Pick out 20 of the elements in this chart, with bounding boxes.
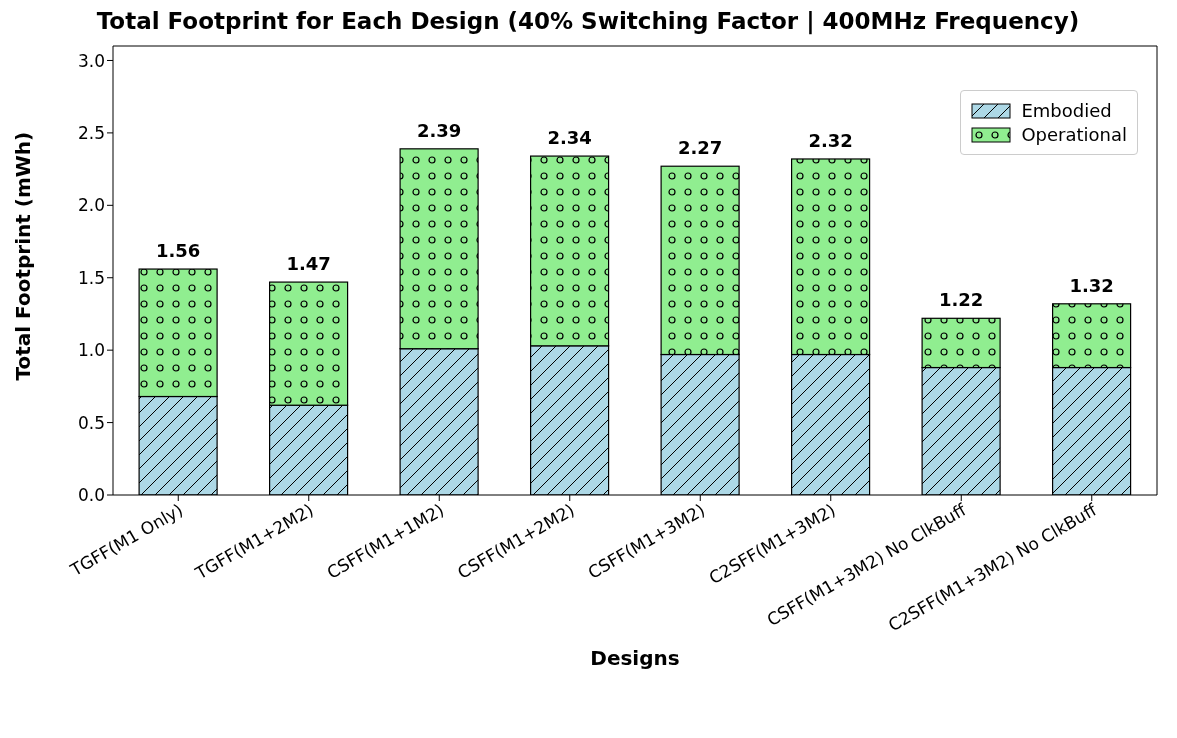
y-tick-label: 2.0 — [77, 195, 105, 216]
total-label: 2.27 — [677, 137, 723, 159]
total-label: 2.39 — [416, 119, 462, 141]
y-axis-title: Total Footprint (mWh) — [11, 131, 36, 381]
total-label: 2.34 — [547, 127, 592, 149]
y-tick-label: 2.5 — [77, 122, 105, 143]
y-tick-label: 1.0 — [77, 340, 105, 361]
total-label: 1.47 — [286, 253, 331, 275]
total-label: 1.32 — [1069, 274, 1114, 296]
legend-label: Operational — [1021, 124, 1127, 145]
total-label: 1.56 — [155, 240, 201, 262]
y-tick-label: 0.5 — [77, 412, 105, 433]
total-label: 1.22 — [938, 289, 984, 311]
chart-title: Total Footprint for Each Design (40% Switching Factor | 400MHz Frequency) — [95, 8, 1081, 37]
y-tick-label: 3.0 — [77, 50, 105, 71]
y-tick-label: 1.5 — [77, 267, 105, 288]
x-axis-title: Designs — [590, 646, 680, 670]
y-tick-label: 0.0 — [77, 485, 105, 506]
total-label: 2.32 — [808, 129, 853, 151]
legend-label: Embodied — [1021, 100, 1112, 121]
